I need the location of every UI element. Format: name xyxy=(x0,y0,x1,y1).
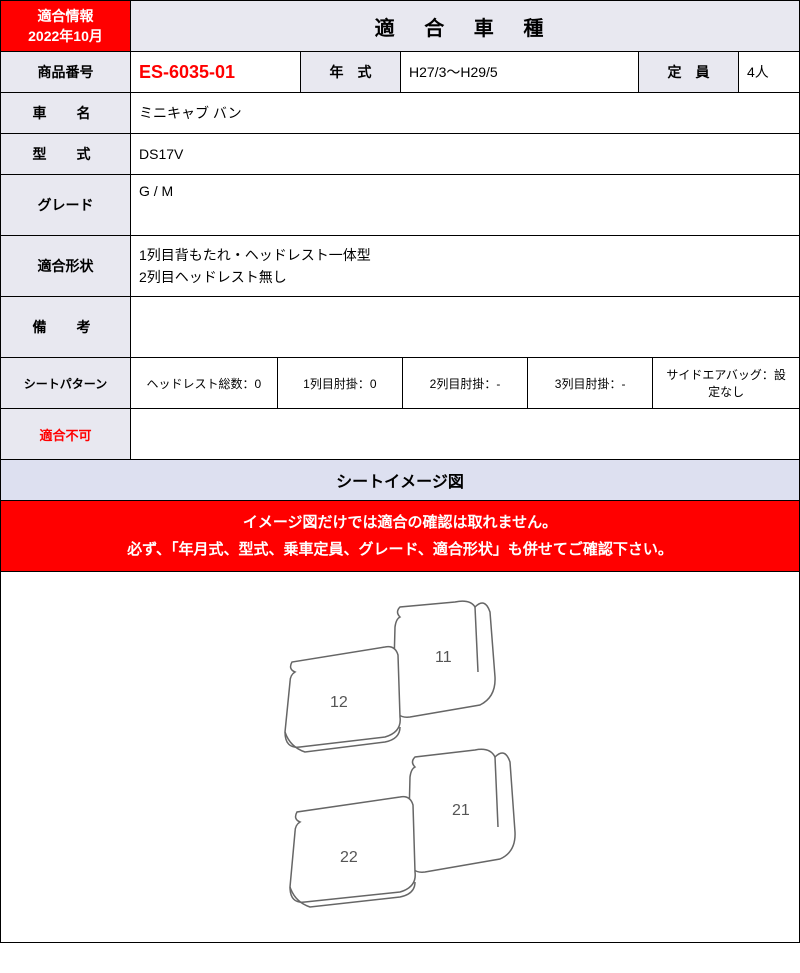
title-row: 適合情報 2022年10月 適 合 車 種 xyxy=(1,1,799,52)
main-title: 適 合 車 種 xyxy=(131,1,799,51)
product-row: 商品番号 ES-6035-01 年 式 H27/3～H29/5 定 員 4人 xyxy=(1,52,799,93)
info-date-header: 適合情報 2022年10月 xyxy=(1,1,131,51)
grade-value: G / M xyxy=(131,175,799,235)
capacity-value: 4人 xyxy=(739,52,799,92)
spec-table: 適合情報 2022年10月 適 合 車 種 商品番号 ES-6035-01 年 … xyxy=(0,0,800,943)
incompat-value xyxy=(131,409,799,459)
shape-line2: 2列目ヘッドレスト無し xyxy=(139,266,287,288)
seat-image-title: シートイメージ図 xyxy=(1,460,799,500)
diagram-row: 11 12 21 22 xyxy=(1,572,799,942)
airbag: サイドエアバッグ：設定なし xyxy=(653,358,799,408)
warning-text: イメージ図だけでは適合の確認は取れません。 必ず、「年月式、型式、乗車定員、グレ… xyxy=(1,501,799,571)
car-name-label: 車 名 xyxy=(1,93,131,133)
shape-line1: 1列目背もたれ・ヘッドレスト一体型 xyxy=(139,244,371,266)
seat-image-title-row: シートイメージ図 xyxy=(1,460,799,501)
shape-value: 1列目背もたれ・ヘッドレスト一体型 2列目ヘッドレスト無し xyxy=(131,236,799,296)
incompat-label: 適合不可 xyxy=(1,409,131,459)
row1-arm: 1列目肘掛：0 xyxy=(278,358,403,408)
grade-label: グレード xyxy=(1,175,131,235)
grade-row: グレード G / M xyxy=(1,175,799,236)
seat-label-22: 22 xyxy=(340,849,358,866)
info-date: 2022年10月 xyxy=(28,26,103,46)
remarks-value xyxy=(131,297,799,357)
pattern-row: シートパターン ヘッドレスト総数：0 1列目肘掛：0 2列目肘掛：- 3列目肘掛… xyxy=(1,358,799,409)
car-name-value: ミニキャブ バン xyxy=(131,93,799,133)
model-value: DS17V xyxy=(131,134,799,174)
car-name-row: 車 名 ミニキャブ バン xyxy=(1,93,799,134)
model-label: 型 式 xyxy=(1,134,131,174)
warning-line2: 必ず、「年月式、型式、乗車定員、グレード、適合形状」も併せてご確認下さい。 xyxy=(127,536,673,563)
warning-line1: イメージ図だけでは適合の確認は取れません。 xyxy=(243,509,557,536)
product-no: ES-6035-01 xyxy=(131,52,301,92)
seat-label-11: 11 xyxy=(435,649,452,666)
headrest-count: ヘッドレスト総数：0 xyxy=(131,358,278,408)
seat-diagram: 11 12 21 22 xyxy=(1,572,799,942)
warning-row: イメージ図だけでは適合の確認は取れません。 必ず、「年月式、型式、乗車定員、グレ… xyxy=(1,501,799,572)
seat-svg: 11 12 21 22 xyxy=(200,587,600,927)
remarks-row: 備 考 xyxy=(1,297,799,358)
shape-label: 適合形状 xyxy=(1,236,131,296)
remarks-label: 備 考 xyxy=(1,297,131,357)
capacity-label: 定 員 xyxy=(639,52,739,92)
info-label: 適合情報 xyxy=(38,6,94,26)
row2-arm: 2列目肘掛：- xyxy=(403,358,528,408)
pattern-label: シートパターン xyxy=(1,358,131,408)
product-no-label: 商品番号 xyxy=(1,52,131,92)
year-value: H27/3～H29/5 xyxy=(401,52,639,92)
row3-arm: 3列目肘掛：- xyxy=(528,358,653,408)
shape-row: 適合形状 1列目背もたれ・ヘッドレスト一体型 2列目ヘッドレスト無し xyxy=(1,236,799,297)
seat-label-21: 21 xyxy=(452,802,470,819)
incompat-row: 適合不可 xyxy=(1,409,799,460)
year-label: 年 式 xyxy=(301,52,401,92)
seat-label-12: 12 xyxy=(330,694,348,711)
model-row: 型 式 DS17V xyxy=(1,134,799,175)
